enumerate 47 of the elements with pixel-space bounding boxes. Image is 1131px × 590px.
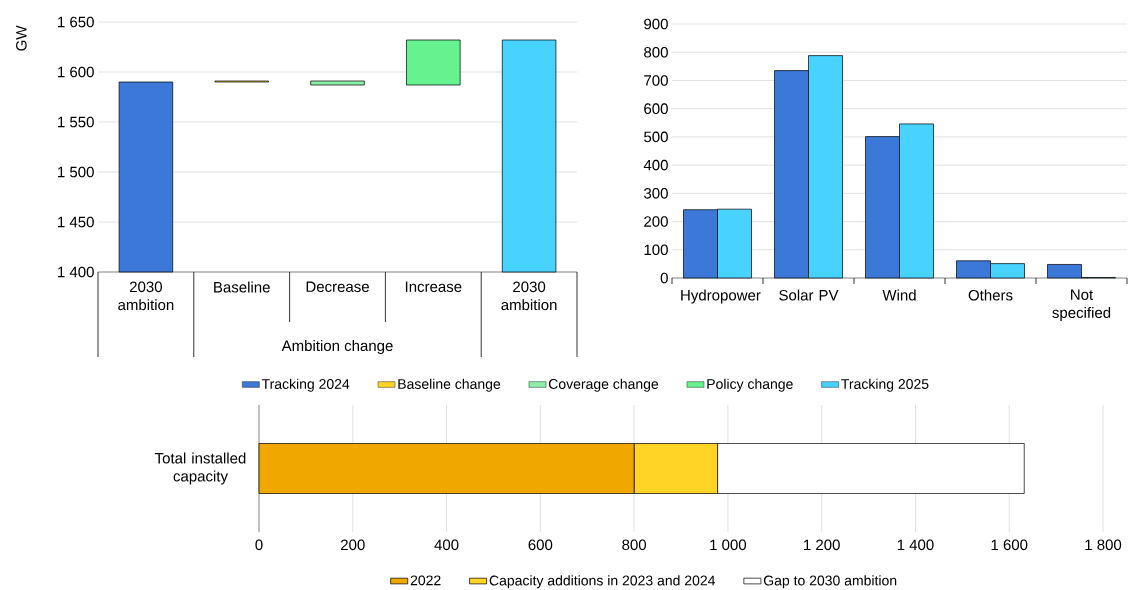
y-tick-label: 1 400 bbox=[58, 266, 94, 278]
legend-label: Gap to 2030 ambition bbox=[763, 575, 897, 589]
y-tick-label: 1 550 bbox=[58, 116, 94, 128]
x-tick-label: 2030 ambition bbox=[501, 281, 557, 311]
y-tick-label: 700 bbox=[644, 75, 668, 86]
y-tick-label: 1 500 bbox=[58, 166, 94, 178]
x-tick-label: Wind bbox=[882, 289, 916, 301]
x-tick-label: 200 bbox=[341, 539, 365, 551]
x-tick-label: 1 400 bbox=[897, 539, 934, 551]
x-tick-label: 1 000 bbox=[710, 539, 747, 551]
y-tick-label: 400 bbox=[643, 159, 668, 171]
x-tick-label: Hydropower bbox=[681, 289, 761, 304]
x-tick-label: 600 bbox=[528, 539, 553, 551]
legend-label: Tracking 2024 bbox=[261, 378, 350, 392]
y-tick-label: 900 bbox=[644, 18, 668, 30]
legend-label: Coverage change bbox=[548, 378, 659, 392]
x-tick-label: 1 200 bbox=[804, 539, 840, 551]
x-tick-label: Baseline bbox=[214, 281, 270, 293]
text: Ambition change bbox=[281, 340, 393, 354]
x-tick-label: Increase bbox=[405, 281, 462, 292]
y-tick-label: 800 bbox=[644, 46, 668, 58]
y-tick-label: Total installed capacity bbox=[154, 452, 246, 485]
y-tick-label: 300 bbox=[644, 188, 668, 199]
x-tick-label: Decrease bbox=[306, 281, 369, 292]
y-axis-title: GW bbox=[16, 25, 27, 51]
x-tick-label: Others bbox=[968, 289, 1013, 301]
y-tick-label: 100 bbox=[644, 244, 668, 256]
y-tick-label: 200 bbox=[644, 216, 668, 227]
legend-label: Tracking 2025 bbox=[841, 378, 929, 392]
y-tick-label: 1 650 bbox=[58, 16, 94, 28]
x-tick-label: 800 bbox=[622, 539, 647, 551]
legend-label: 2022 bbox=[410, 575, 441, 586]
y-tick-label: 600 bbox=[644, 103, 668, 114]
legend-label: Baseline change bbox=[398, 378, 501, 392]
x-tick-label: 400 bbox=[434, 539, 459, 551]
legend-label: Policy change bbox=[707, 378, 793, 392]
y-tick-label: 0 bbox=[660, 272, 668, 284]
y-tick-label: 1 450 bbox=[58, 216, 94, 228]
y-tick-label: 1 600 bbox=[58, 66, 94, 78]
x-tick-label: Solar PV bbox=[779, 289, 839, 301]
y-tick-label: 500 bbox=[644, 131, 668, 143]
x-tick-label: 1 600 bbox=[991, 539, 1028, 551]
x-tick-label: 2030 ambition bbox=[118, 281, 174, 311]
x-tick-label: 0 bbox=[255, 539, 263, 551]
legend-label: Capacity additions in 2023 and 2024 bbox=[489, 575, 716, 589]
x-tick-label: 1 800 bbox=[1085, 539, 1122, 551]
x-tick-label: Not specified bbox=[1052, 289, 1111, 321]
